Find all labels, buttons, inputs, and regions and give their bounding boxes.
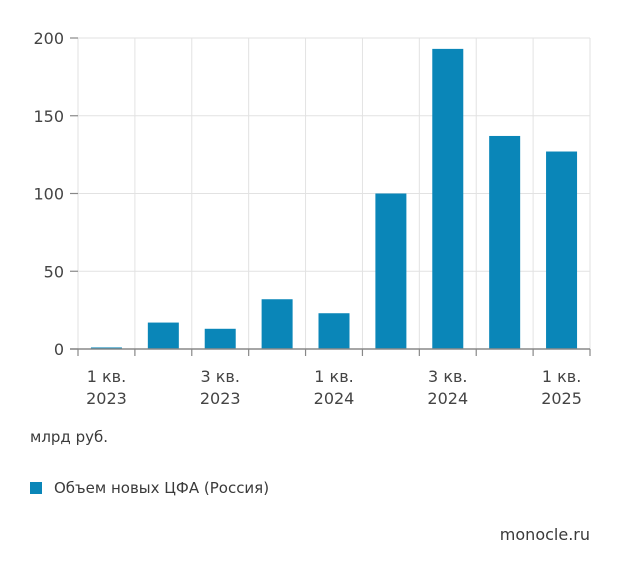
- bar: [546, 151, 578, 349]
- bar: [432, 48, 464, 349]
- x-tick-label: 3 кв. 2024: [427, 367, 468, 408]
- legend-swatch: [30, 482, 42, 494]
- source-label: monocle.ru: [499, 525, 590, 544]
- y-tick-label: 50: [44, 262, 64, 281]
- y-tick-label: 200: [33, 29, 64, 48]
- y-tick-label: 150: [33, 107, 64, 126]
- bar: [261, 299, 293, 349]
- bar: [147, 322, 179, 349]
- y-tick-label: 0: [54, 340, 64, 359]
- bar-chart: 0 50 100 150 200 1 кв. 2023 3 кв. 2023 1 кв. 2024 3…: [33, 29, 591, 408]
- x-tick-label: 1 кв. 2025: [541, 367, 582, 408]
- x-tick-label: 1 кв. 2023: [86, 367, 127, 408]
- legend: Объем новых ЦФА (Россия): [30, 479, 269, 497]
- y-tick-label: 100: [33, 185, 64, 204]
- bar: [90, 347, 122, 349]
- legend-label: Объем новых ЦФА (Россия): [54, 479, 270, 497]
- bar: [204, 328, 236, 349]
- x-tick-label: 3 кв. 2023: [200, 367, 241, 408]
- bar: [489, 135, 521, 349]
- bar: [375, 193, 407, 349]
- unit-label: млрд руб.: [30, 428, 108, 446]
- x-tick-label: 1 кв. 2024: [314, 367, 355, 408]
- bar: [318, 313, 350, 349]
